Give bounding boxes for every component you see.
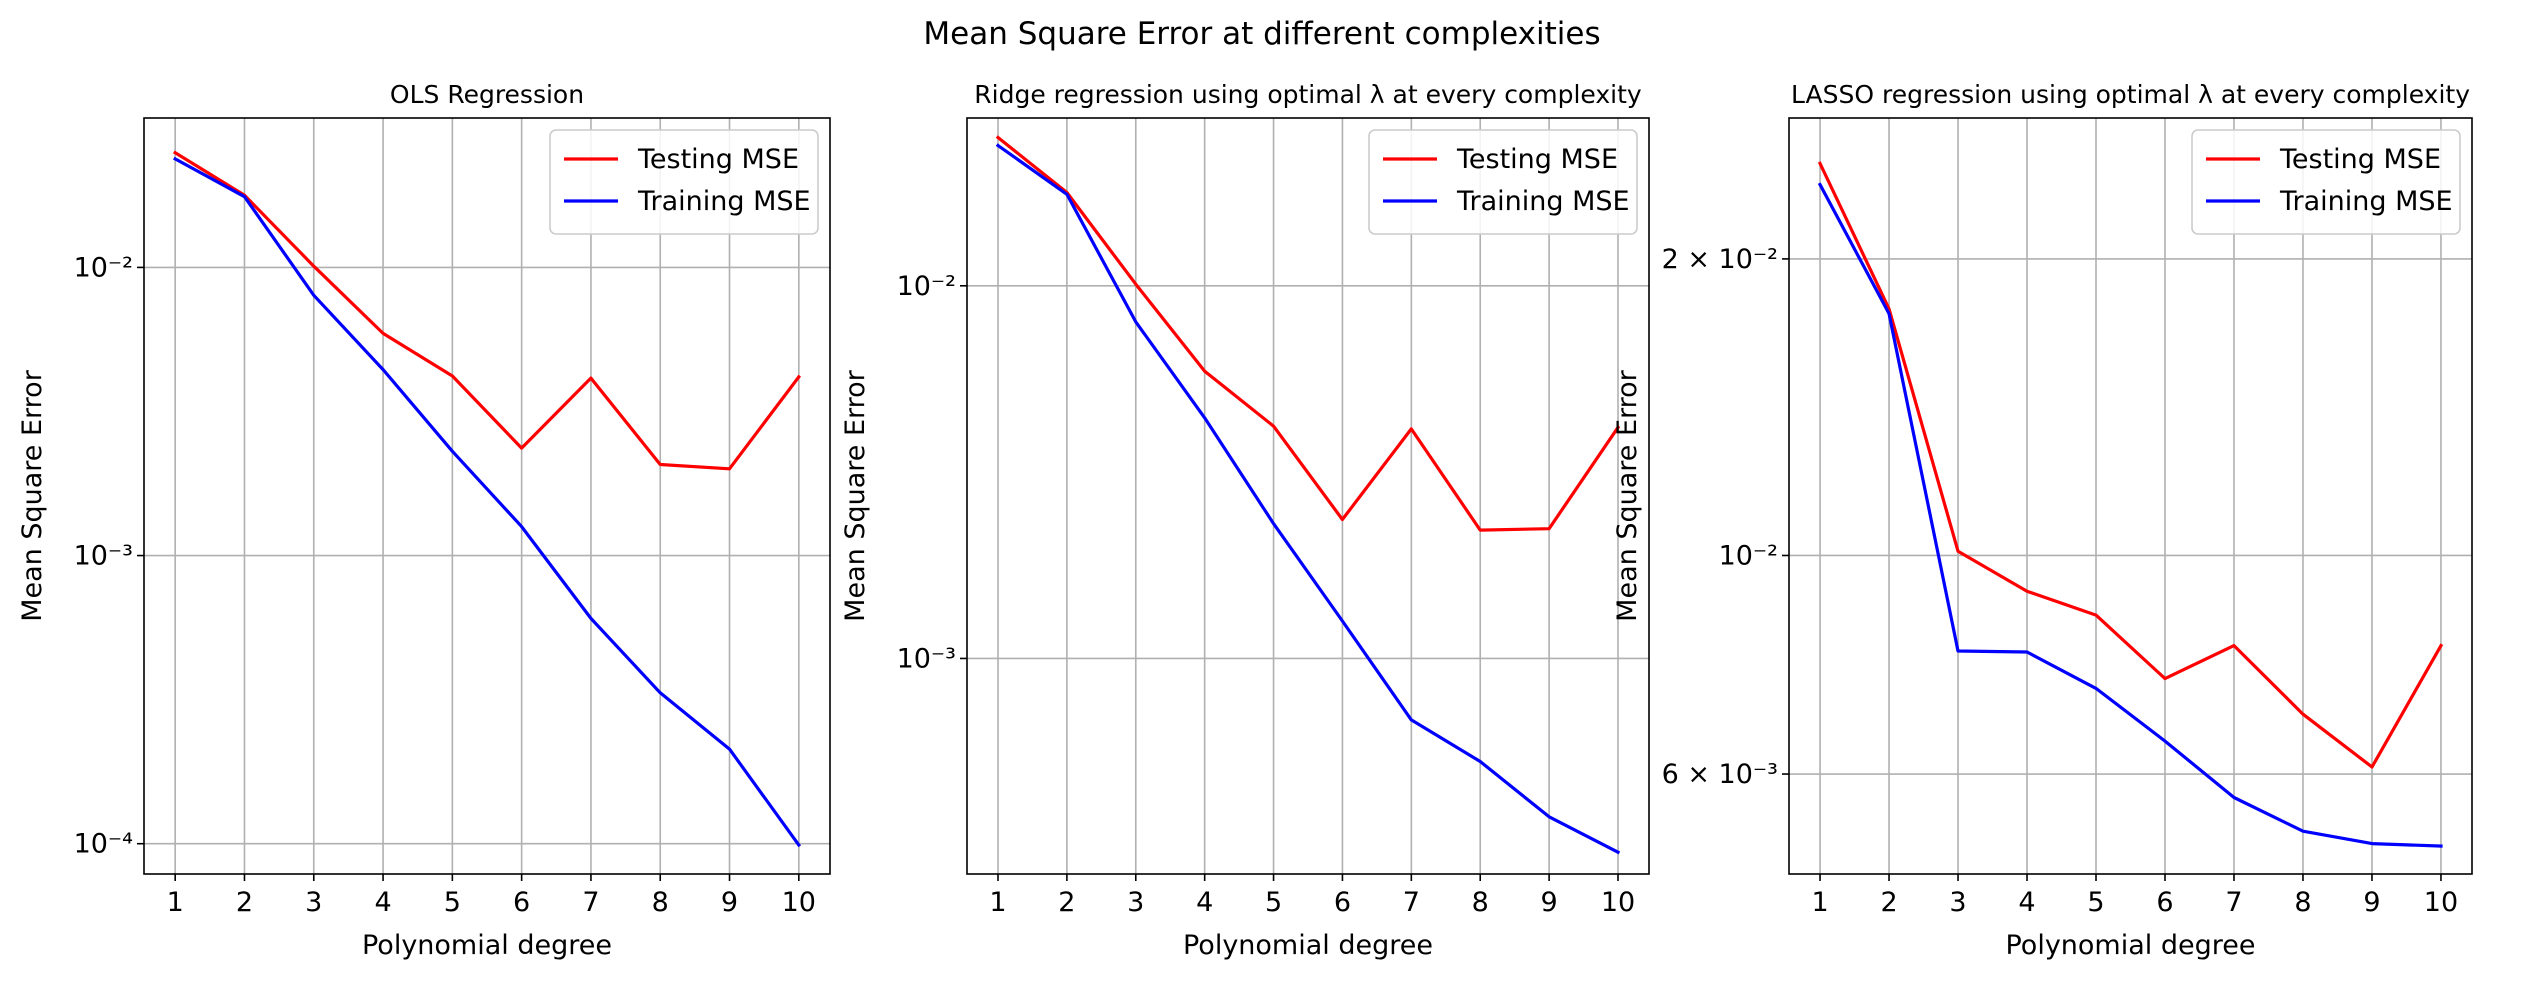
x-tick-label: 7: [2225, 887, 2242, 918]
axes-frame: [143, 117, 831, 875]
x-tick-label: 9: [721, 887, 738, 918]
x-tick-label: 3: [1949, 887, 1966, 918]
x-tick-label: 10: [782, 887, 816, 918]
grid-lines: [1789, 118, 2472, 874]
legend-box: [2191, 129, 2461, 235]
axes-frame: [966, 117, 1650, 875]
axes-frame: [1788, 117, 2473, 875]
x-tick-label: 4: [1196, 887, 1213, 918]
y-tick-label: 10⁻⁴: [74, 829, 133, 860]
x-tick-label: 6: [2156, 887, 2173, 918]
chart-panel-ridge: 1 2 3 4 5 6 7 8 9 10 10⁻³ 10⁻² Ridge regression usin…: [840, 80, 1650, 961]
x-tick-label: 1: [167, 887, 184, 918]
grid-lines: [967, 118, 1649, 874]
x-tick-label: 7: [582, 887, 599, 918]
series-line-testing: [172, 150, 802, 471]
series-line-testing: [1817, 161, 2444, 769]
series-line-training: [1817, 182, 2443, 848]
legend-label: Training MSE: [2279, 186, 2453, 217]
x-tick-label: 9: [1541, 887, 1558, 918]
x-axis-label: Polynomial degree: [362, 930, 612, 961]
series-line-testing: [995, 135, 1621, 532]
y-tick-label: 10⁻²: [897, 271, 956, 302]
x-tick-label: 4: [374, 887, 391, 918]
x-tick-label: 7: [1403, 887, 1420, 918]
y-tick-label: 10⁻³: [897, 643, 956, 674]
series-line-training: [173, 156, 802, 848]
x-tick-label: 1: [989, 887, 1006, 918]
legend-label: Testing MSE: [637, 144, 799, 175]
figure-title: Mean Square Error at different complexit…: [923, 16, 1600, 52]
y-axis-label: Mean Square Error: [840, 369, 871, 621]
y-tick-label: 10⁻²: [1719, 540, 1778, 571]
x-tick-label: 1: [1811, 887, 1828, 918]
legend-label: Training MSE: [637, 186, 811, 217]
x-tick-label: 5: [1265, 887, 1282, 918]
x-axis-label: Polynomial degree: [2005, 930, 2255, 961]
x-axis-label: Polynomial degree: [1183, 930, 1433, 961]
x-tick-label: 8: [2294, 887, 2311, 918]
legend-box: [1368, 129, 1638, 235]
x-tick-label: 4: [2018, 887, 2035, 918]
legend: Testing MSE Training MSE: [2191, 129, 2461, 235]
y-tick-label: 2 × 10⁻²: [1662, 244, 1778, 275]
panel-title: OLS Regression: [390, 80, 584, 109]
grid-lines: [144, 118, 830, 874]
x-tick-label: 10: [2424, 887, 2458, 918]
x-tick-label: 3: [1127, 887, 1144, 918]
x-tick-label: 5: [444, 887, 461, 918]
legend: Testing MSE Training MSE: [1368, 129, 1638, 235]
x-tick-label: 2: [1880, 887, 1897, 918]
x-tick-label: 2: [236, 887, 253, 918]
legend-label: Testing MSE: [2279, 144, 2441, 175]
x-tick-label: 6: [513, 887, 530, 918]
y-axis-label: Mean Square Error: [1612, 369, 1643, 621]
y-axis-label: Mean Square Error: [17, 369, 48, 621]
x-tick-label: 8: [652, 887, 669, 918]
legend-box: [549, 129, 819, 235]
chart-panel-ols: 1 2 3 4 5 6 7 8 9 10 10⁻⁴ 10⁻³ 10⁻² OLS Regression Pol…: [17, 80, 831, 961]
chart-panel-lasso: 1 2 3 4 5 6 7 8 9 10 6 × 10⁻³ 10⁻² 2 × 10⁻² LASSO reg…: [1612, 80, 2473, 961]
x-tick-label: 3: [305, 887, 322, 918]
y-tick-label: 10⁻²: [74, 252, 133, 283]
series-line-training: [995, 143, 1621, 855]
x-tick-label: 8: [1472, 887, 1489, 918]
x-tick-label: 10: [1601, 887, 1635, 918]
x-tick-label: 5: [2087, 887, 2104, 918]
legend: Testing MSE Training MSE: [549, 129, 819, 235]
y-tick-label: 10⁻³: [74, 541, 133, 572]
x-tick-label: 9: [2363, 887, 2380, 918]
panel-title: Ridge regression using optimal λ at ever…: [974, 80, 1642, 109]
x-tick-label: 6: [1334, 887, 1351, 918]
panel-title: LASSO regression using optimal λ at ever…: [1791, 80, 2470, 109]
legend-label: Training MSE: [1456, 186, 1630, 217]
y-tick-label: 6 × 10⁻³: [1662, 759, 1778, 790]
legend-label: Testing MSE: [1456, 144, 1618, 175]
x-tick-label: 2: [1058, 887, 1075, 918]
